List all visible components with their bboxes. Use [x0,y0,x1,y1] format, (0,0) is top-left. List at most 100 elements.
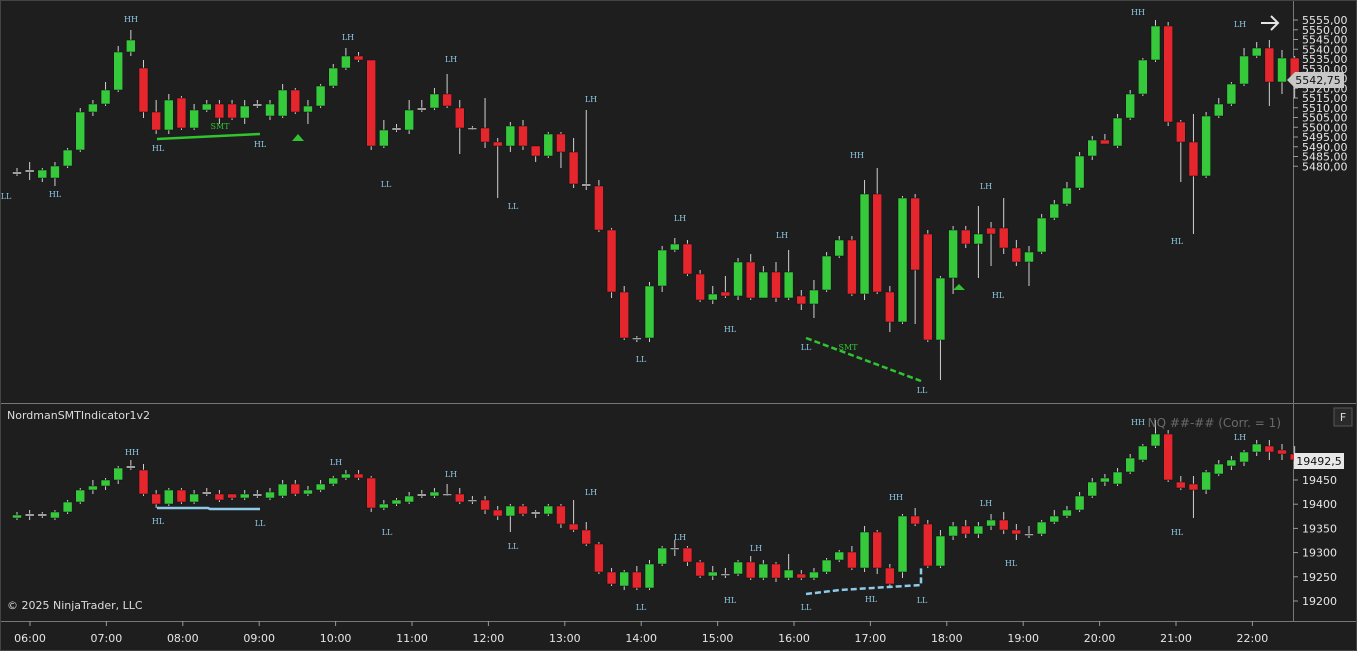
structure-label: LH [1234,20,1246,29]
candle-body [1011,529,1022,535]
candle [366,476,376,512]
candle [632,336,642,342]
time-axis-label: 19:00 [1007,632,1039,645]
candle [467,126,478,130]
candle [239,490,250,500]
candle-body [923,523,933,567]
candle-body [455,107,465,129]
bottom-price-axis[interactable]: 19450 19400 19350 19300 19250 19200 [1293,474,1337,608]
candle [1201,470,1211,494]
candle [720,568,731,578]
candle-body [670,243,680,251]
candle [113,466,123,484]
candle-body [821,559,832,573]
candle-body [606,571,617,585]
candle-body [227,493,237,499]
candle-body [720,291,731,297]
time-axis-label: 16:00 [778,632,810,645]
candle-body [745,561,756,579]
candle [214,490,225,502]
candle-body [910,515,920,525]
candle-body [315,483,326,491]
structure-label: HL [1171,237,1184,246]
candle [417,100,427,112]
time-axis[interactable]: 06:00 07:00 08:00 09:00 10:00 11:00 12:00 13:00… [14,621,1268,645]
arrow-right-icon[interactable] [1261,15,1280,31]
candle [923,520,933,568]
candle [670,238,680,252]
candle [88,480,98,494]
top-axis-label: 5505,00 [1302,112,1348,125]
candle [1112,114,1123,148]
structure-label: LH [674,533,686,542]
candle [138,464,149,496]
candle-body [834,239,844,257]
candle [492,138,503,198]
copyright-text: © 2025 NinjaTrader, LLC [7,599,143,612]
candle [366,59,376,150]
candle-body [1150,433,1161,447]
f-button[interactable]: F [1333,407,1353,427]
candle [885,564,895,586]
candle [1239,450,1249,466]
top-price-axis[interactable]: 5555,005550,005545,005540,005535,005530,… [1293,14,1348,173]
candle [189,104,199,130]
candle-body [783,569,794,579]
candle-body [24,513,35,517]
candle-body [353,473,364,479]
candle-body [1112,471,1123,485]
top-axis-label: 5515,00 [1302,92,1348,105]
candle-body [239,493,250,499]
candle-body [733,261,743,297]
structure-label: LL [382,528,393,537]
candle-body [227,103,237,119]
structure-label: LL [1,192,12,201]
candle [1176,476,1186,490]
candle-body [568,523,579,531]
candle [1138,444,1148,462]
candle [1277,50,1287,94]
candle-body [1024,251,1034,263]
time-axis-label: 14:00 [625,632,657,645]
candle [455,488,465,504]
indicator-panel[interactable] [0,405,1293,621]
candle [581,522,591,546]
candle-body [708,571,718,577]
candle-body [303,489,313,495]
candle [998,512,1009,534]
candle [948,226,958,294]
candle [62,500,73,514]
candle [1150,20,1161,62]
candle [227,100,237,120]
candle [75,488,85,504]
f-button-label[interactable]: F [1340,411,1346,424]
candle [100,82,111,106]
candle-body [1214,103,1224,117]
candle [606,568,617,586]
candle-body [1264,47,1275,83]
candle [239,100,250,124]
candle-body [126,39,136,53]
candle-body [391,127,402,131]
candle [50,162,60,186]
candle [619,570,629,590]
price-panel[interactable] [0,0,1293,403]
candle-body [758,271,769,299]
candle-body [176,97,187,129]
bottom-candles [12,420,1300,590]
candle [1100,134,1110,145]
structure-label: HH [889,493,903,502]
top-axis-label: 5490,00 [1302,141,1348,154]
candle [277,480,288,498]
candle-body [1239,451,1249,463]
candle [733,258,743,300]
indicator-title: NordmanSMTIndicator1v2 [7,409,150,422]
candle [1264,40,1275,106]
candle [404,492,414,504]
candle [265,488,275,500]
candle-body [189,493,199,503]
candle-body [644,285,655,339]
smt-line-2 [805,336,922,383]
candle-body [505,505,516,517]
